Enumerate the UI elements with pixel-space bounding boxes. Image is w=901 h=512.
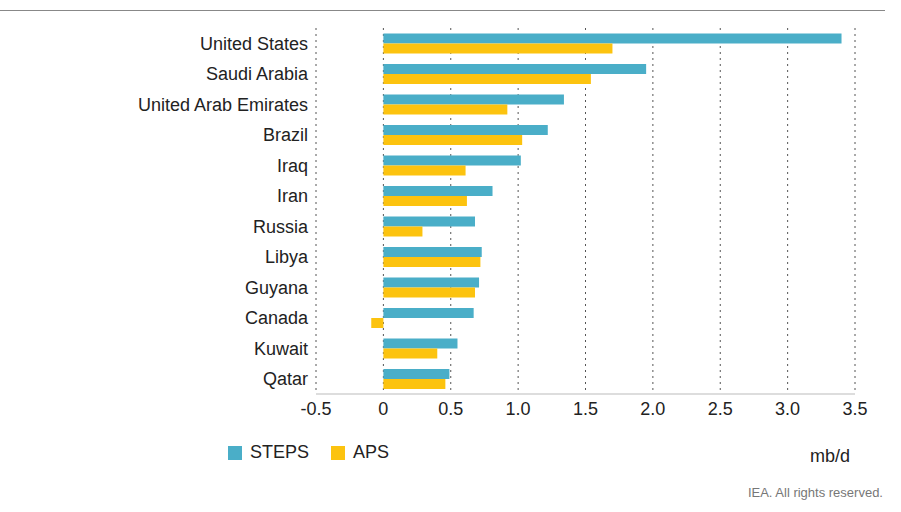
- svg-text:1.0: 1.0: [506, 399, 531, 419]
- svg-text:1.5: 1.5: [573, 399, 598, 419]
- svg-text:3.5: 3.5: [842, 399, 867, 419]
- svg-text:Russia: Russia: [253, 217, 309, 237]
- svg-text:United States: United States: [200, 34, 308, 54]
- svg-text:Canada: Canada: [245, 308, 309, 328]
- svg-text:Iraq: Iraq: [277, 156, 308, 176]
- svg-text:Kuwait: Kuwait: [254, 339, 308, 359]
- svg-text:Guyana: Guyana: [245, 278, 309, 298]
- svg-text:Iran: Iran: [277, 186, 308, 206]
- html-text:STEPS: STEPS: [250, 442, 309, 462]
- svg-text:0: 0: [378, 399, 388, 419]
- svg-text:Saudi Arabia: Saudi Arabia: [206, 64, 309, 84]
- svg-text:Qatar: Qatar: [263, 369, 308, 389]
- html-text:APS: APS: [353, 442, 390, 462]
- html-text:IEA. All rights reserved.: IEA. All rights reserved.: [747, 485, 883, 500]
- svg-text:United Arab Emirates: United Arab Emirates: [138, 95, 308, 115]
- svg-text:-0.5: -0.5: [300, 399, 331, 419]
- svg-text:2.0: 2.0: [640, 399, 665, 419]
- html-text:mb/d: mb/d: [810, 446, 850, 466]
- svg-text:Libya: Libya: [265, 247, 309, 267]
- svg-text:Brazil: Brazil: [263, 125, 308, 145]
- svg-text:0.5: 0.5: [438, 399, 463, 419]
- svg-text:3.0: 3.0: [775, 399, 800, 419]
- svg-text:2.5: 2.5: [708, 399, 733, 419]
